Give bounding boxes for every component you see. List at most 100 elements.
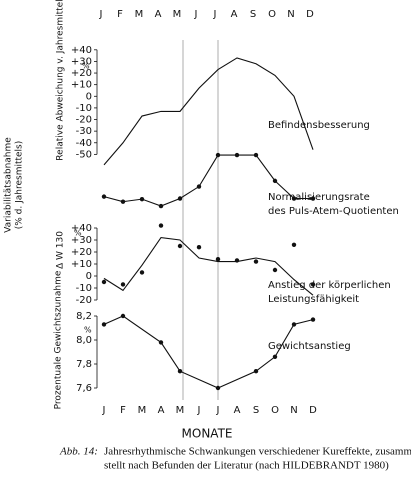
month-label-top: M (135, 9, 144, 20)
y-axis-label: Prozentuale Gewichtszunahme (54, 270, 64, 409)
y-tick-label: 8,2 (76, 311, 92, 322)
data-point (253, 369, 259, 374)
data-line (103, 237, 314, 296)
y-tick-label: +20 (71, 247, 92, 258)
data-point (196, 245, 202, 250)
month-label-bottom: A (158, 405, 165, 416)
unit-label: % (84, 326, 92, 335)
data-point (158, 203, 164, 209)
data-point (177, 243, 183, 249)
data-point (291, 196, 297, 201)
unit-label: % (74, 229, 82, 238)
y-tick-label: +30 (71, 56, 92, 67)
month-label-bottom: M (176, 405, 185, 416)
data-point (177, 369, 183, 374)
data-point (177, 196, 183, 201)
month-label-top: D (306, 9, 314, 20)
panel-title: Leistungsfähigkeit (268, 294, 359, 305)
panel-title: Normalisierungsrate (268, 192, 370, 203)
panel-title: des Puls-Atem-Quotienten (268, 206, 399, 217)
month-label-bottom: M (138, 405, 147, 416)
month-label-bottom: N (290, 405, 297, 416)
month-label-top: A (231, 9, 238, 20)
y-tick-label: +30 (71, 235, 92, 246)
data-line (103, 315, 314, 389)
month-label-bottom: D (309, 405, 317, 416)
month-label-top: F (117, 9, 123, 20)
data-point (215, 152, 221, 158)
y-tick-label: -40 (76, 138, 92, 149)
data-point (101, 322, 107, 327)
data-point (120, 199, 126, 204)
month-label-top: J (99, 9, 103, 20)
data-point (101, 194, 107, 199)
month-label-top: A (155, 9, 162, 20)
y-axis-label: (% d. Jahresmittels) (15, 141, 25, 230)
month-label-top: M (173, 9, 182, 20)
data-point (310, 196, 316, 201)
y-axis-label: Variabilitätsabnahme (4, 137, 14, 233)
data-point (310, 317, 316, 322)
month-label-bottom: J (102, 405, 106, 416)
month-label-bottom: F (120, 405, 126, 416)
month-label-top: J (194, 9, 198, 20)
data-point (291, 242, 297, 247)
data-point (215, 257, 221, 262)
month-label-bottom: A (234, 405, 241, 416)
month-label-top: O (268, 9, 276, 20)
data-point (234, 258, 240, 263)
caption-line: stellt nach Befunden der Literatur (nach… (104, 460, 389, 472)
y-tick-label: -30 (76, 126, 92, 137)
data-point (253, 259, 259, 264)
data-point (310, 282, 316, 287)
unit-label: % (82, 62, 90, 71)
caption-label: Abb. 14: (59, 446, 98, 458)
y-axis-label: Relative Abweichung v. Jahresmittel (56, 0, 66, 161)
data-point (234, 152, 240, 158)
data-point (139, 196, 145, 202)
y-tick-label: +10 (71, 259, 92, 270)
data-point (120, 313, 126, 319)
data-line (103, 154, 313, 207)
month-label-top: J (213, 9, 217, 20)
y-tick-label: 0 (86, 271, 92, 282)
data-point (272, 178, 278, 184)
data-point (272, 267, 278, 273)
caption-line: Jahresrhythmische Schwankungen verschied… (104, 446, 411, 458)
y-tick-label: 7,8 (76, 359, 92, 370)
panel-title: Anstieg der körperlichen (268, 280, 391, 291)
y-tick-label: +10 (71, 80, 92, 91)
panel-title: Befindensbesserung (268, 120, 370, 131)
month-label-bottom: O (271, 405, 279, 416)
y-tick-label: -20 (76, 115, 92, 126)
data-point (120, 282, 126, 287)
data-point (291, 322, 297, 327)
data-point (272, 354, 278, 359)
y-tick-label: -50 (76, 149, 92, 160)
month-label-bottom: J (197, 405, 201, 416)
data-point (158, 340, 164, 345)
panel-title: Gewichtsanstieg (268, 341, 351, 352)
data-point (215, 385, 221, 391)
y-tick-label: +40 (71, 45, 92, 56)
y-tick-label: -10 (76, 283, 92, 294)
data-point (158, 223, 164, 228)
y-tick-label: 0 (86, 91, 92, 102)
data-point (139, 270, 145, 275)
data-line (103, 57, 314, 166)
y-tick-label: +20 (71, 68, 92, 79)
y-tick-label: -10 (76, 103, 92, 114)
month-label-bottom: J (216, 405, 220, 416)
data-point (196, 184, 202, 189)
y-axis-label: Δ W 130 (56, 231, 66, 269)
month-label-bottom: S (253, 405, 259, 416)
y-tick-label: +40 (71, 223, 92, 234)
x-axis-label: MONATE (182, 427, 233, 441)
data-point (253, 152, 259, 158)
data-point (101, 279, 107, 285)
y-tick-label: 7,6 (76, 383, 92, 394)
month-label-top: S (250, 9, 256, 20)
y-tick-label: 8,0 (76, 335, 92, 346)
y-tick-label: -20 (76, 295, 92, 306)
